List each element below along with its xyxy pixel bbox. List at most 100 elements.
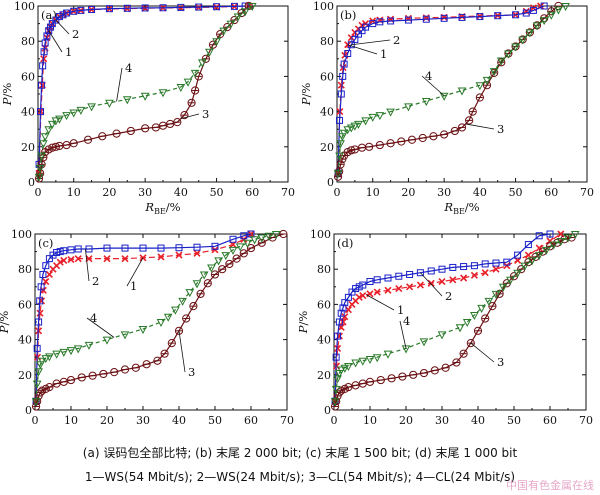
x-tick-label: 70 <box>579 414 593 427</box>
series-line-1 <box>38 5 249 174</box>
data-point <box>38 81 46 89</box>
data-point <box>339 304 347 312</box>
data-point <box>339 318 347 326</box>
data-point <box>43 32 51 40</box>
data-point <box>77 6 85 14</box>
series-line-2 <box>337 5 545 174</box>
data-point <box>546 230 554 238</box>
data-point <box>173 118 182 127</box>
x-tick-label: 40 <box>471 414 485 427</box>
data-point <box>535 232 543 240</box>
panel-label: (c) <box>38 236 53 250</box>
data-point <box>335 318 343 326</box>
data-point <box>226 20 236 29</box>
callout-label: 2 <box>445 289 452 303</box>
data-point <box>141 4 149 12</box>
y-axis-label: P/% <box>296 311 310 335</box>
data-point <box>337 81 345 89</box>
data-point <box>524 241 532 249</box>
data-point <box>131 363 140 372</box>
data-point <box>153 356 162 365</box>
data-point <box>365 142 374 151</box>
data-point <box>121 244 129 252</box>
data-point <box>351 359 360 368</box>
series-line-2 <box>35 233 252 402</box>
data-point <box>151 123 160 132</box>
data-point <box>540 2 548 10</box>
y-axis-label: P/% <box>0 311 11 335</box>
x-tick-label: 30 <box>138 186 152 199</box>
data-point <box>375 140 384 150</box>
data-point <box>247 3 257 12</box>
data-point <box>158 89 168 98</box>
data-point <box>120 365 130 374</box>
data-point <box>193 249 201 257</box>
data-point <box>492 265 500 273</box>
data-point <box>484 297 494 306</box>
series-1 <box>334 2 545 177</box>
data-point <box>60 247 68 255</box>
data-point <box>513 269 522 278</box>
y-tick-label: 20 <box>21 141 35 154</box>
data-point <box>175 251 183 259</box>
figure-caption-panels: (a) 误码包全部比特; (b) 末尾 2 000 bit; (c) 末尾 1 … <box>82 446 518 460</box>
series-1 <box>35 2 253 177</box>
data-point <box>123 4 131 12</box>
x-tick-label: 60 <box>245 186 259 199</box>
data-point <box>225 259 234 269</box>
data-point <box>514 251 522 259</box>
data-point <box>459 349 468 358</box>
data-point <box>384 274 392 282</box>
data-point <box>339 129 349 138</box>
data-point <box>167 339 176 348</box>
data-point <box>39 140 48 149</box>
data-point <box>203 279 212 288</box>
data-point <box>373 288 381 296</box>
data-point <box>330 402 340 411</box>
data-point <box>60 256 68 264</box>
data-point <box>539 17 549 26</box>
callout-label: 1 <box>65 45 72 59</box>
series-2 <box>331 230 554 405</box>
data-point <box>336 116 343 124</box>
panel-label: (a) <box>41 8 57 22</box>
data-point <box>549 241 558 250</box>
data-point <box>70 7 78 15</box>
x-axis-label: RBE/% <box>443 200 479 216</box>
data-point <box>121 255 129 263</box>
data-point <box>427 279 435 287</box>
data-point <box>99 369 108 379</box>
y-axis-label: P/% <box>0 83 14 107</box>
series-2 <box>35 2 249 168</box>
data-point <box>40 133 50 142</box>
data-point <box>366 278 374 286</box>
x-tick-label: 10 <box>67 186 81 199</box>
data-point <box>570 231 580 240</box>
series-line-2 <box>38 5 246 165</box>
data-point <box>34 173 44 182</box>
callout-label: 4 <box>90 311 97 325</box>
data-point <box>67 255 75 264</box>
data-point <box>401 345 411 354</box>
data-point <box>230 2 238 10</box>
data-point <box>409 370 418 379</box>
data-point <box>358 27 366 35</box>
x-tick-label: 0 <box>35 186 42 199</box>
data-point <box>32 380 42 389</box>
data-point <box>195 3 203 11</box>
data-point <box>512 11 520 19</box>
data-point <box>532 22 542 31</box>
x-tick-label: 40 <box>174 186 188 199</box>
x-tick-label: 70 <box>281 186 295 199</box>
data-point <box>39 62 47 70</box>
data-point <box>193 243 201 251</box>
y-tick-label: 20 <box>18 369 32 382</box>
callout-label: 2 <box>72 27 79 41</box>
data-point <box>440 14 448 22</box>
data-point <box>419 368 429 378</box>
data-point <box>45 270 53 279</box>
data-point <box>475 82 485 91</box>
panel-label: (d) <box>337 236 353 250</box>
data-point <box>36 309 44 317</box>
data-point <box>210 270 220 279</box>
